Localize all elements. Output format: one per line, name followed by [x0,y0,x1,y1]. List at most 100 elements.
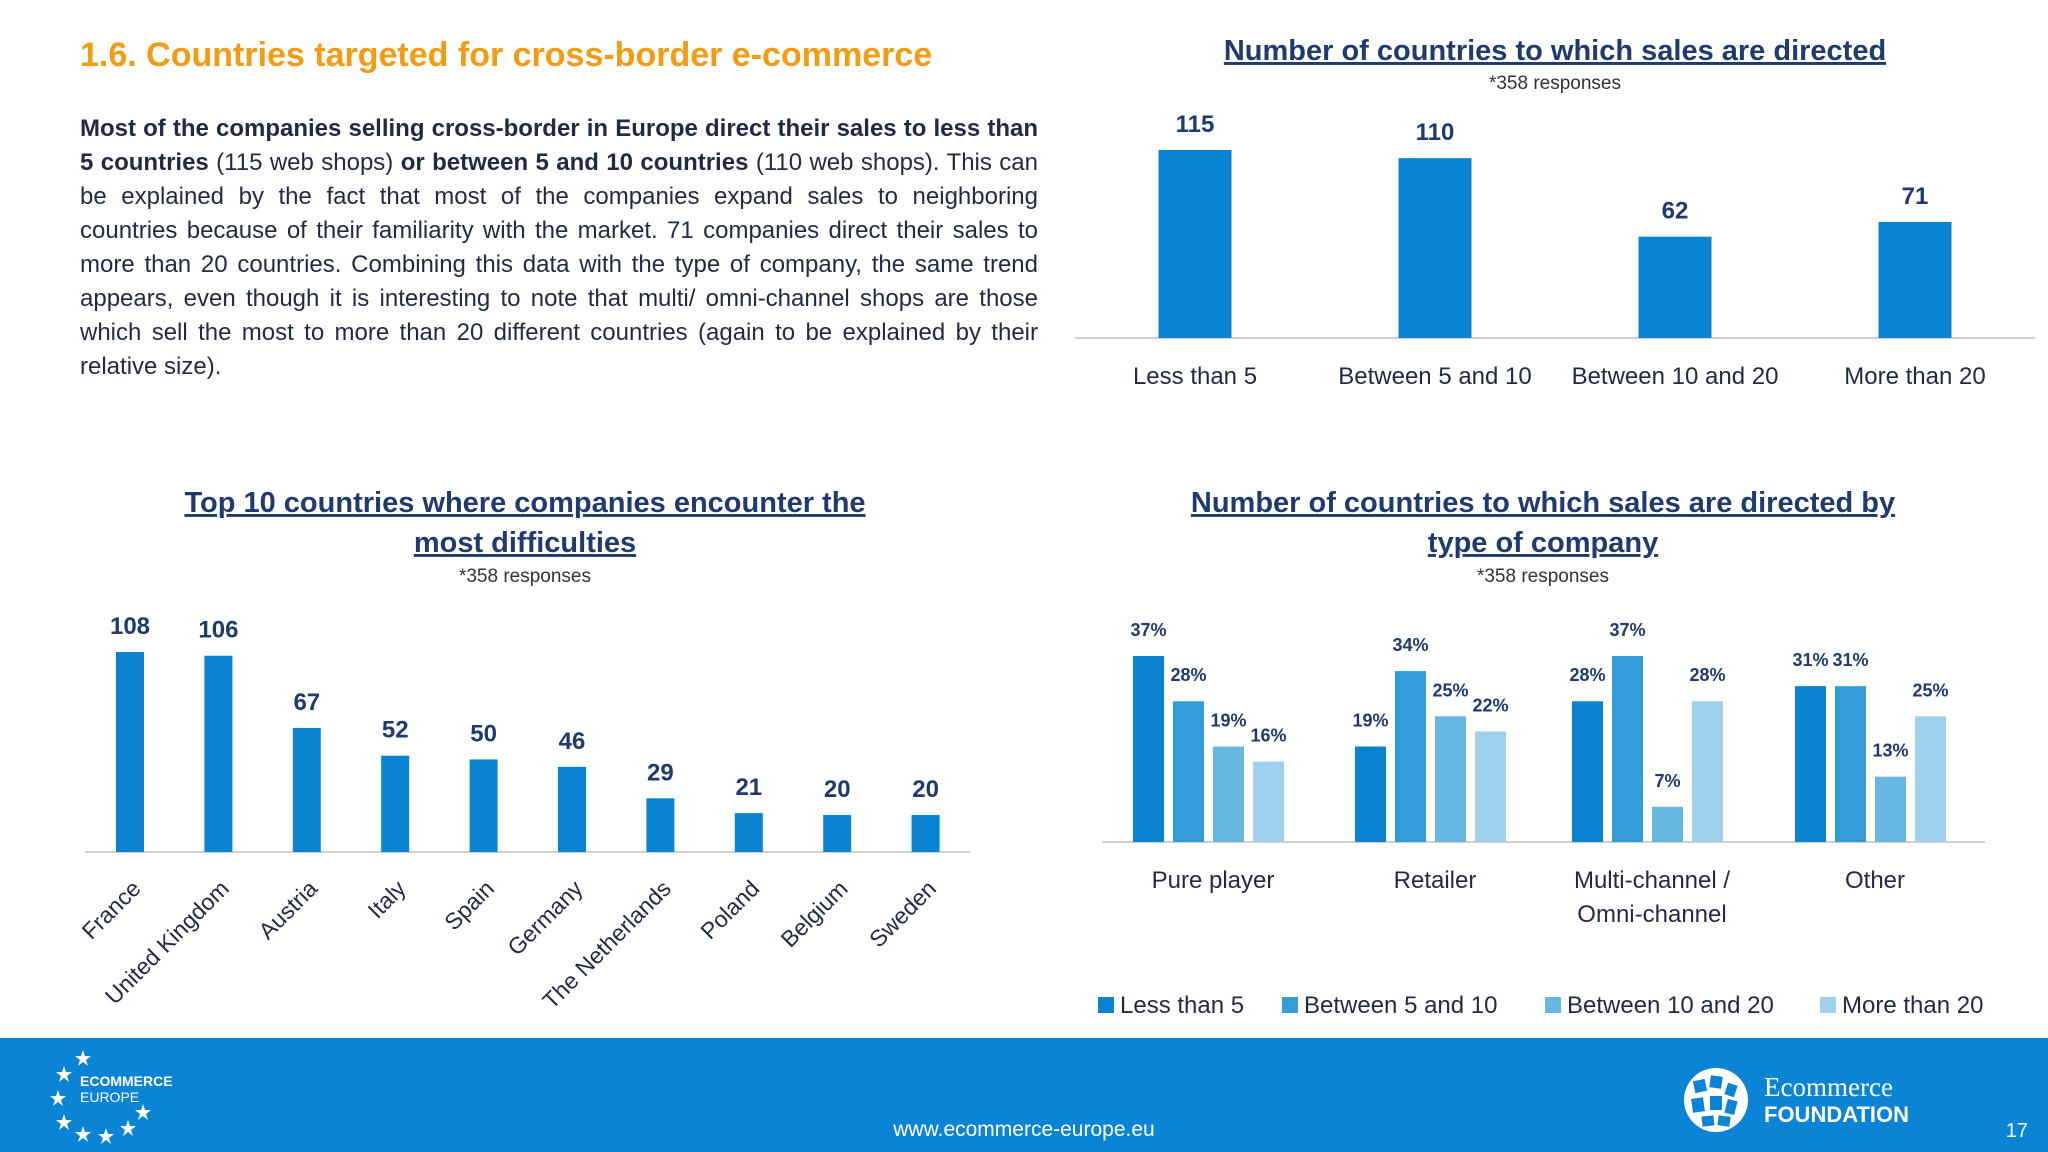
chart3-category-label: Other [1845,867,1905,894]
chart2-title-line1: Top 10 countries where companies encount… [184,487,865,519]
chart3-bar [1173,701,1204,842]
chart2-category-label: Austria [253,875,322,944]
chart1-value-label: 110 [1416,119,1455,146]
foundation-globe-icon [1684,1068,1748,1132]
chart3-bar [1435,716,1466,842]
chart3-bar [1355,746,1386,842]
chart3-value-label: 7% [1654,771,1680,791]
ecommerce-foundation-logo: Ecommerce FOUNDATION [1684,1068,1909,1132]
chart2-value-label: 108 [110,613,150,640]
chart2-category-label: Germany [502,875,588,961]
chart1-category-label: More than 20 [1844,363,1985,390]
chart3-bar [1612,656,1643,842]
chart3-value-label: 31% [1832,650,1868,670]
chart3-bar [1692,701,1723,842]
chart3-bar [1133,656,1164,842]
chart3-category-label: Omni-channel [1577,901,1726,928]
chart2-category-label: France [77,875,146,944]
chart3-bar [1795,686,1826,842]
logo-right-line2: FOUNDATION [1764,1102,1909,1127]
logo-left-line2: EUROPE [80,1089,139,1105]
chart3-value-label: 25% [1432,680,1468,700]
chart3-value-label: 28% [1689,665,1725,685]
chart2-bar [381,755,410,852]
chart3-category-label: Pure player [1152,867,1275,894]
chart1-title: Number of countries to which sales are d… [1224,35,1886,67]
chart3-legend-swatch [1820,997,1836,1013]
chart3-legend-swatch [1545,997,1561,1013]
chart1-category-label: Less than 5 [1133,363,1257,390]
chart2-category-label: Italy [363,875,412,924]
chart2-bar [646,798,675,852]
chart2-category-label: Sweden [864,875,941,952]
chart3-value-label: 31% [1792,650,1828,670]
logo-right-line1: Ecommerce [1764,1072,1893,1102]
chart2-subtitle: *358 responses [459,566,591,587]
chart-top-difficult-countries-svg: Top 10 countries where companies encount… [77,487,970,1014]
chart2-bar [558,766,586,852]
chart3-value-label: 13% [1872,741,1908,761]
chart2-value-label: 20 [824,776,851,803]
intro-bold-1: Most of the companies selling cross-bord… [80,115,1038,176]
page-number: 17 [2005,1120,2028,1142]
chart2-value-label: 20 [912,776,939,803]
chart3-legend-label: Less than 5 [1120,992,1244,1019]
chart3-bar [1253,761,1284,842]
chart2-bar [469,759,498,852]
chart2-value-label: 106 [198,617,238,644]
chart3-value-label: 19% [1210,710,1246,730]
chart3-legend-label: Between 5 and 10 [1304,992,1498,1019]
chart3-legend-label: More than 20 [1842,992,1983,1019]
chart3-bar [1652,806,1683,842]
chart1-value-label: 62 [1662,198,1689,225]
intro-text-1: (115 web shops) [208,149,401,176]
chart1-bar [1638,236,1712,338]
chart2-value-label: 52 [382,717,409,744]
ecommerce-europe-logo: ECOMMERCE EUROPE [50,1050,173,1144]
chart3-legend-swatch [1098,997,1114,1013]
chart2-value-label: 21 [735,774,762,801]
chart-by-company-type-svg: Number of countries to which sales are d… [1098,487,1985,1019]
chart2-bar [734,813,763,852]
intro-bold-2: or between 5 and 10 countries [400,149,749,176]
chart2-category-label: Poland [695,875,764,944]
chart1-bar [1878,221,1952,338]
chart2-bar [911,814,940,852]
footer-url[interactable]: www.ecommerce-europe.eu [893,1118,1155,1141]
chart2-title-line2: most difficulties [414,527,636,559]
chart3-category-label: Retailer [1394,867,1477,894]
chart3-bar [1835,686,1866,842]
chart3-bar [1915,716,1946,842]
chart1-category-label: Between 5 and 10 [1338,363,1532,390]
chart3-value-label: 25% [1912,680,1948,700]
chart3-category-label: Multi-channel / [1574,867,1730,894]
chart3-bar [1213,746,1244,842]
chart3-value-label: 22% [1472,695,1508,715]
chart-by-company-type: Number of countries to which sales are d… [1080,487,2040,1030]
chart2-value-label: 46 [559,728,586,755]
chart1-category-label: Between 10 and 20 [1572,363,1779,390]
chart2-bar [116,652,144,852]
intro-text-2: (110 web shops). This can be explained b… [80,149,1038,380]
chart3-legend-swatch [1282,997,1298,1013]
chart3-value-label: 28% [1569,665,1605,685]
chart3-bar [1572,701,1603,842]
chart2-value-label: 29 [647,759,674,786]
chart1-bar [1398,158,1472,338]
chart2-bar [292,727,321,852]
chart-top-difficult-countries: Top 10 countries where companies encount… [60,487,990,1030]
chart-sales-directed-svg: Number of countries to which sales are d… [1075,35,2035,390]
chart3-value-label: 34% [1392,635,1428,655]
chart3-subtitle: *358 responses [1477,566,1609,587]
chart3-bar [1475,731,1506,842]
chart3-value-label: 37% [1609,620,1645,640]
chart2-bar [823,814,852,852]
chart3-bar [1875,776,1906,842]
chart2-value-label: 67 [293,689,320,716]
chart3-bar [1395,671,1426,842]
chart1-bar [1158,150,1232,338]
intro-paragraph: Most of the companies selling cross-bord… [80,112,1038,384]
chart2-value-label: 50 [470,720,497,747]
chart-sales-directed: Number of countries to which sales are d… [1070,30,2040,400]
chart2-category-label: Belgium [776,875,853,952]
